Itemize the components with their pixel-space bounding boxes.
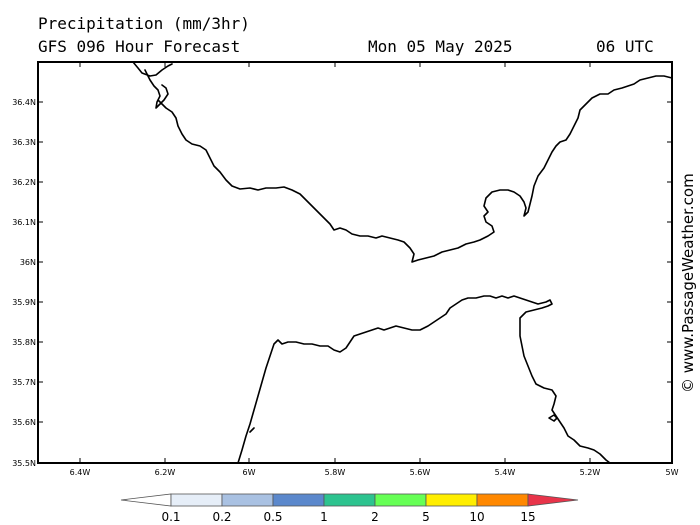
legend-label: 0.5 — [263, 510, 282, 524]
forecast-hour: 06 UTC — [596, 37, 654, 56]
legend-label: 10 — [469, 510, 484, 524]
legend-label: 1 — [320, 510, 328, 524]
legend-swatch — [221, 493, 274, 507]
coastline — [132, 61, 673, 464]
legend-label: 5 — [422, 510, 430, 524]
legend-label: 0.2 — [212, 510, 231, 524]
legend-swatch — [120, 493, 172, 507]
legend-swatch — [527, 493, 579, 507]
legend-label: 0.1 — [161, 510, 180, 524]
lon-label: 6.4W — [70, 468, 91, 477]
legend-label: 15 — [520, 510, 535, 524]
lon-label: 5.4W — [495, 468, 516, 477]
lat-ticks — [38, 101, 672, 423]
legend-label: 2 — [371, 510, 379, 524]
legend-swatch — [425, 493, 478, 507]
lat-label: 35.6N — [12, 418, 36, 427]
legend-swatch — [323, 493, 376, 507]
lon-label: 6W — [243, 468, 256, 477]
lat-label: 36.3N — [12, 138, 36, 147]
legend-swatch — [170, 493, 223, 507]
legend-swatch — [272, 493, 325, 507]
lon-label: 5W — [666, 468, 679, 477]
spain-coastline — [132, 61, 673, 263]
forecast-date: Mon 05 May 2025 — [368, 37, 513, 56]
lon-label: 5.2W — [580, 468, 601, 477]
lat-label: 36N — [20, 258, 36, 267]
morocco-coastline — [237, 295, 611, 464]
lon-label: 5.6W — [410, 468, 431, 477]
forecast-label: GFS 096 Hour Forecast — [38, 37, 241, 56]
lat-label: 36.1N — [12, 218, 36, 227]
lat-label: 35.7N — [12, 378, 36, 387]
islet — [548, 414, 558, 422]
chart-title: Precipitation (mm/3hr) — [38, 14, 250, 33]
islet — [249, 427, 255, 433]
lat-label: 36.2N — [12, 178, 36, 187]
credit-text: © www.PassageWeather.com — [679, 173, 697, 393]
lon-ticks — [79, 62, 591, 463]
lat-label: 36.4N — [12, 98, 36, 107]
lon-label: 6.2W — [155, 468, 176, 477]
legend-swatch — [476, 493, 529, 507]
legend-swatch — [374, 493, 427, 507]
precip-legend — [120, 493, 579, 507]
lat-label: 35.8N — [12, 338, 36, 347]
map-frame — [37, 61, 673, 464]
lon-label: 5.8W — [325, 468, 346, 477]
lat-label: 35.5N — [12, 459, 36, 468]
lat-label: 35.9N — [12, 298, 36, 307]
